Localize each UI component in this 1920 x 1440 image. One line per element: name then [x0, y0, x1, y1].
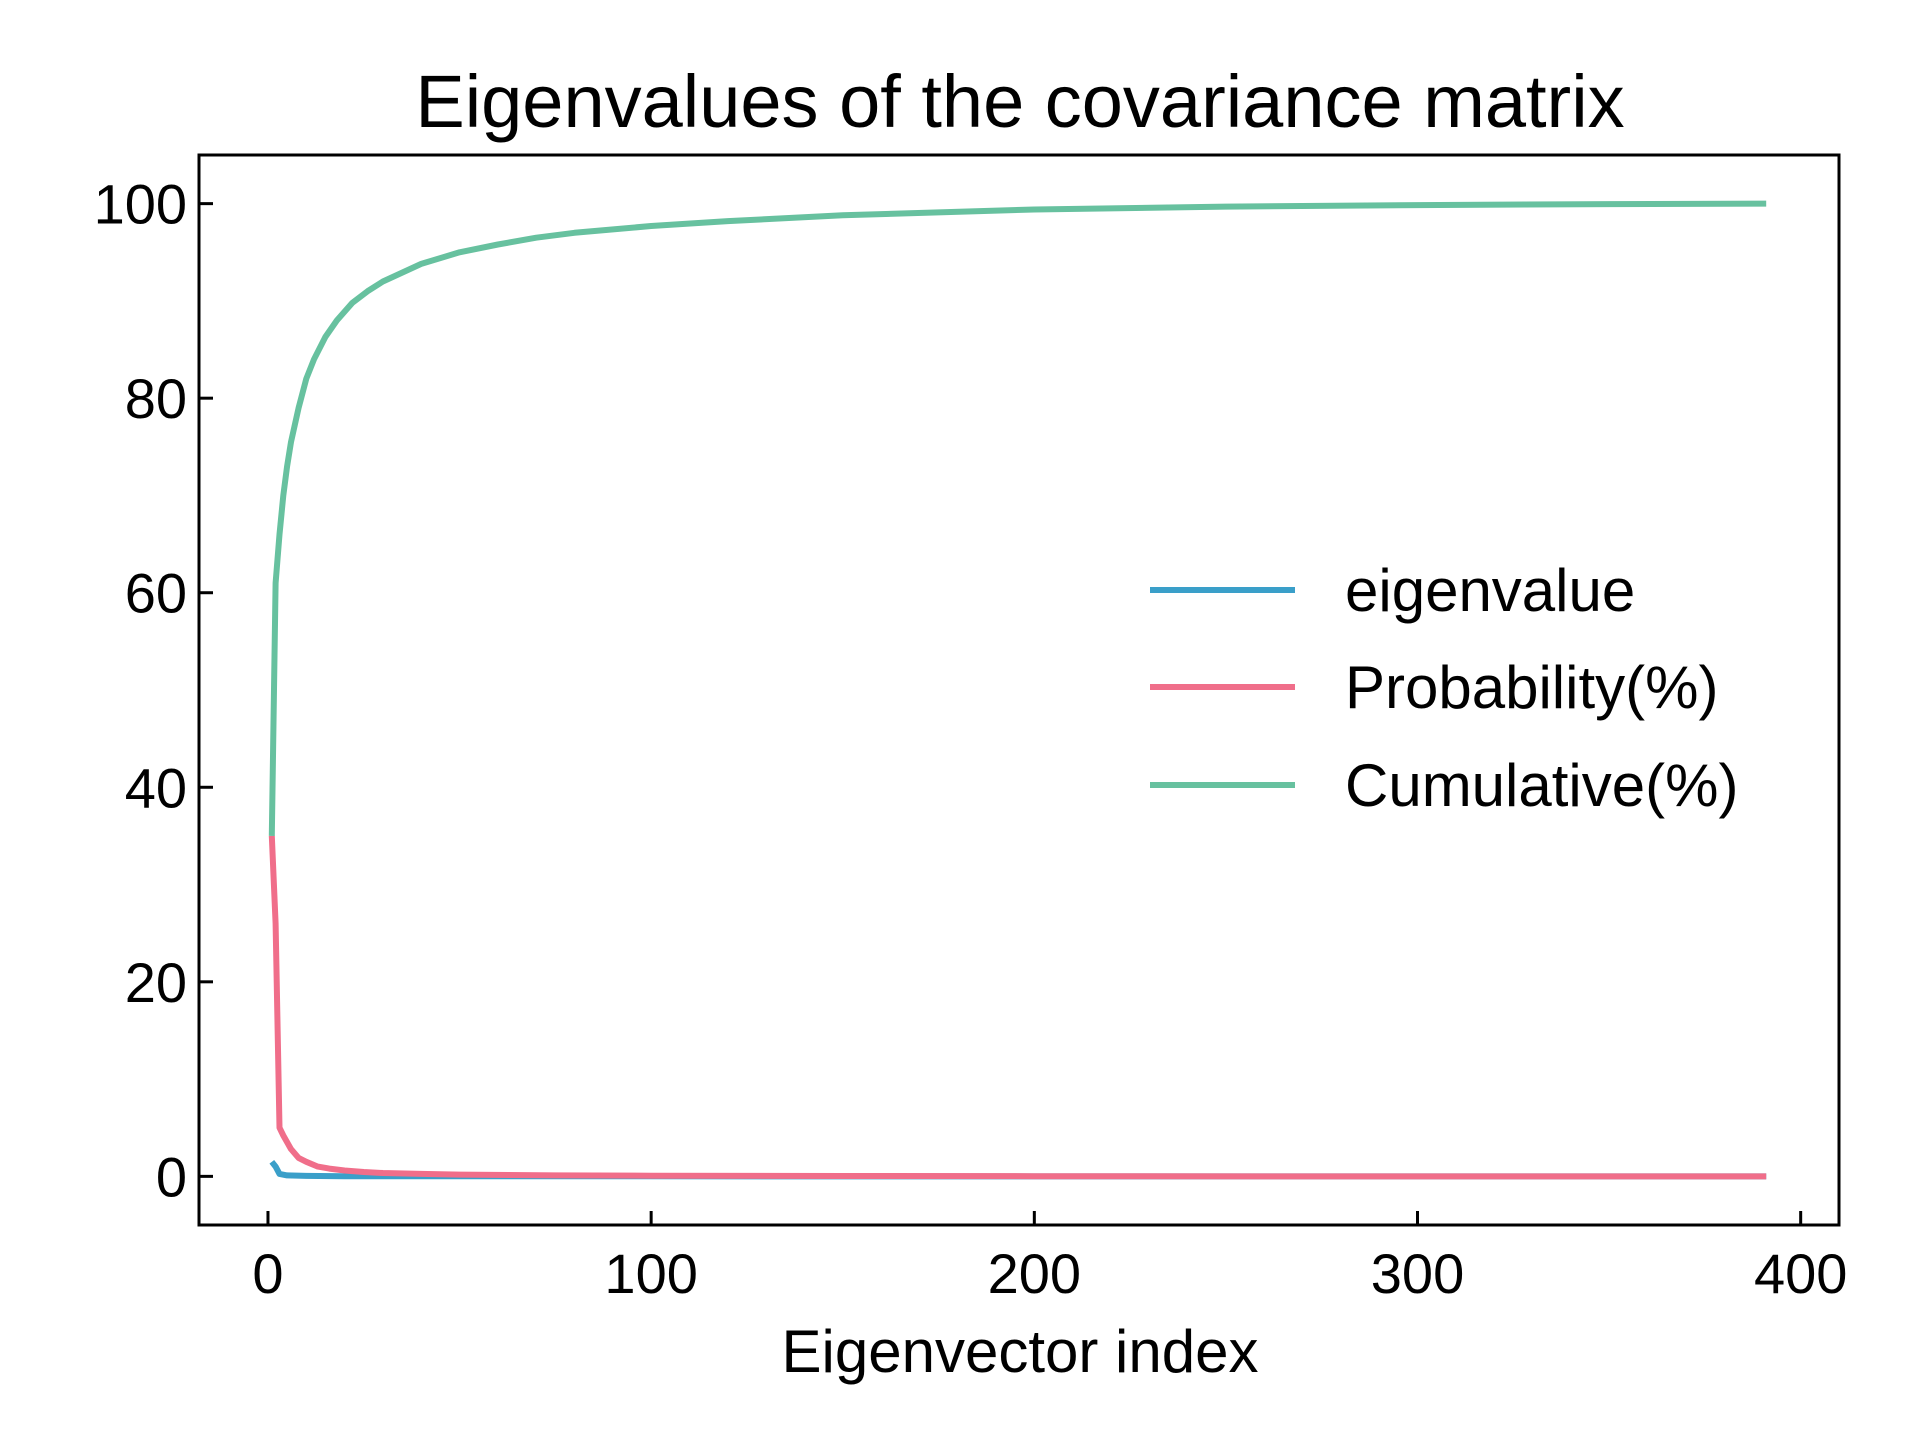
legend: eigenvalue Probability(%) Cumulative(%)	[1150, 557, 1738, 819]
y-tick-label: 100	[94, 173, 187, 236]
x-tick-label: 200	[988, 1242, 1081, 1305]
legend-label-2: Probability(%)	[1345, 654, 1718, 721]
y-tick-label: 60	[125, 562, 187, 625]
y-tick-label: 80	[125, 367, 187, 430]
chart-title: Eigenvalues of the covariance matrix	[415, 60, 1624, 143]
series-line-2	[268, 835, 1767, 1180]
legend-label-3: Cumulative(%)	[1345, 752, 1738, 819]
y-tick-label: 40	[125, 756, 187, 819]
plot-frame	[197, 153, 1841, 1227]
x-tick-label: 300	[1371, 1242, 1464, 1305]
legend-label-1: eigenvalue	[1345, 557, 1635, 624]
series-line-3	[268, 200, 1767, 836]
y-tick-label: 20	[125, 951, 187, 1014]
x-tick-label: 400	[1754, 1242, 1847, 1305]
y-tick-label: 0	[156, 1145, 187, 1208]
x-tick-label: 100	[604, 1242, 697, 1305]
x-axis-label: Eigenvector index	[782, 1318, 1259, 1385]
ticks-layer: 0 100 200 300 400 0 20 40 60 80 100	[94, 173, 1848, 1305]
plot-area	[268, 200, 1767, 1180]
x-tick-label: 0	[252, 1242, 283, 1305]
